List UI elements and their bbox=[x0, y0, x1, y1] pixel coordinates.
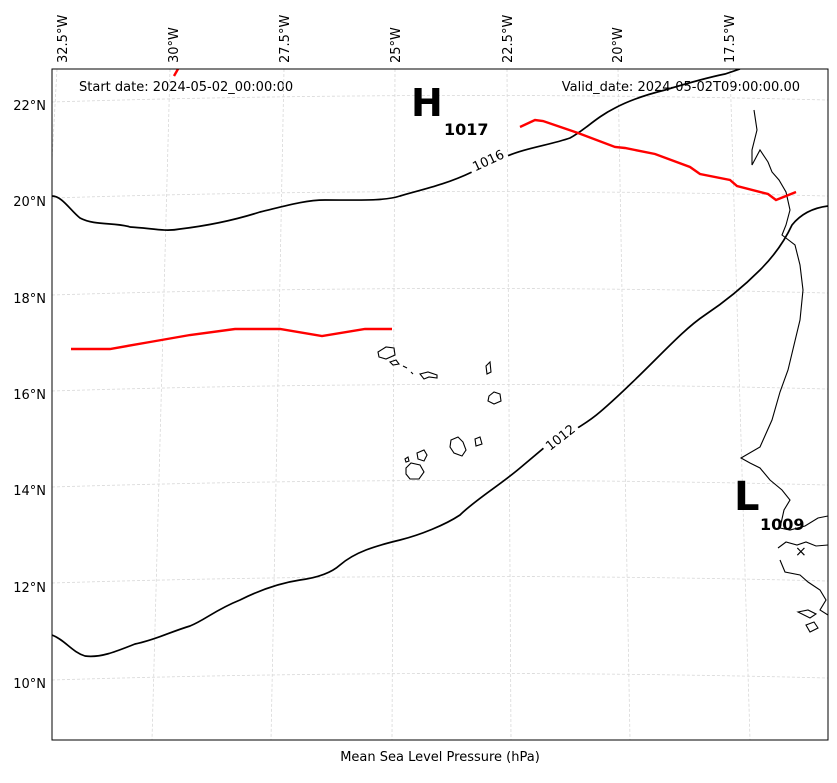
island-santiago bbox=[449, 436, 467, 457]
lat-label: 20°N bbox=[13, 195, 46, 210]
lat-label: 22°N bbox=[13, 99, 46, 114]
lon-label: 20°W bbox=[611, 27, 626, 63]
meridian-32-5w bbox=[52, 69, 58, 161]
high-pressure-symbol: H bbox=[411, 81, 443, 125]
plot-frame bbox=[51, 68, 829, 741]
start-date-label: Start date: 2024-05-02_00:00:00 bbox=[79, 80, 293, 95]
meridian-27-5w bbox=[270, 69, 285, 740]
isobar-1012 bbox=[52, 205, 828, 658]
island-sal bbox=[485, 360, 492, 375]
parallel-12n bbox=[52, 576, 828, 584]
longitude-labels: 32.5°W 30°W 27.5°W 25°W 22.5°W 20°W 17.5… bbox=[56, 15, 738, 63]
island-santa-luzia bbox=[402, 365, 408, 369]
track-fragment bbox=[172, 69, 180, 77]
meridian-20w bbox=[617, 69, 631, 740]
lat-label: 16°N bbox=[13, 388, 46, 403]
parallel-20n bbox=[52, 191, 828, 199]
island-brava bbox=[405, 462, 425, 480]
island-sao-vicente bbox=[388, 359, 400, 366]
valid-date-label: Valid_date: 2024-05-02T09:00:00.00 bbox=[562, 80, 800, 95]
gambia-coast bbox=[777, 541, 828, 549]
low-pressure-symbol: L bbox=[734, 474, 760, 520]
parallel-16n bbox=[52, 384, 828, 392]
lon-label: 25°W bbox=[389, 27, 404, 63]
lon-label: 17.5°W bbox=[723, 15, 738, 63]
island-fogo bbox=[416, 449, 428, 462]
track-west bbox=[71, 327, 392, 351]
parallel-14n bbox=[52, 480, 828, 488]
coastline bbox=[739, 109, 828, 633]
lon-label: 27.5°W bbox=[278, 15, 293, 63]
track-east bbox=[519, 118, 797, 202]
meridian-30w bbox=[151, 69, 171, 740]
storm-tracks bbox=[71, 69, 797, 351]
low-pressure-value: 1009 bbox=[760, 515, 805, 534]
parallel-10n bbox=[52, 673, 828, 681]
map-title: Mean Sea Level Pressure (hPa) bbox=[340, 750, 540, 765]
lon-label: 32.5°W bbox=[56, 15, 71, 63]
lon-label: 30°W bbox=[167, 27, 182, 63]
bijagos-2 bbox=[805, 621, 819, 633]
high-pressure-value: 1017 bbox=[444, 120, 489, 139]
island-boa-vista bbox=[487, 391, 502, 405]
lon-label: 22.5°W bbox=[501, 15, 516, 63]
lat-label: 10°N bbox=[13, 677, 46, 692]
lat-label: 12°N bbox=[13, 581, 46, 596]
meridian-22-5w bbox=[506, 69, 512, 740]
island-maio bbox=[474, 436, 483, 447]
lat-label: 18°N bbox=[13, 292, 46, 307]
parallel-18n bbox=[52, 288, 828, 296]
island-brava-small bbox=[404, 456, 410, 463]
island-sao-nicolau bbox=[419, 371, 438, 380]
cape-verde-islands bbox=[377, 346, 502, 480]
latitude-labels: 22°N 20°N 18°N 16°N 14°N 12°N 10°N bbox=[13, 99, 46, 692]
graticule bbox=[52, 69, 828, 740]
bijagos-1 bbox=[796, 609, 818, 619]
parallel-22n bbox=[52, 95, 828, 103]
island-islets bbox=[410, 371, 414, 375]
isobars bbox=[52, 69, 828, 658]
meridian-25w bbox=[391, 69, 396, 740]
station-marker-icon: × bbox=[795, 544, 807, 560]
isobar-1016-north bbox=[52, 69, 741, 231]
guinea-bissau-coast bbox=[779, 559, 828, 616]
africa-coast bbox=[739, 109, 828, 531]
lat-label: 14°N bbox=[13, 484, 46, 499]
meridian-17-5w bbox=[729, 69, 751, 740]
island-santo-antao bbox=[377, 346, 396, 360]
